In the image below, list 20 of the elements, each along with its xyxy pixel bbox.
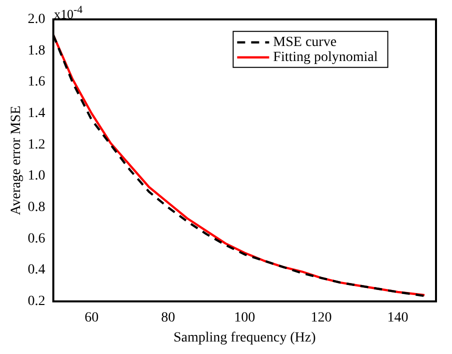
- x-tick-label: 120: [310, 310, 332, 326]
- y-tick-label: 0.6: [28, 231, 46, 246]
- y-tick-label: 1.6: [28, 74, 46, 90]
- annotation: x10$^{-4}$: [54, 4, 83, 22]
- y-tick-label: 0.8: [28, 200, 46, 216]
- y-axis-title: Average error MSE: [9, 106, 24, 216]
- y-tick-label: 2.0: [28, 12, 46, 28]
- legend-label: Fitting polynomial: [273, 50, 378, 66]
- y-tick-label: 1.0: [28, 168, 46, 184]
- x-tick-label: 140: [387, 310, 408, 326]
- x-tick-label: 80: [161, 310, 176, 326]
- legend-label: MSE curve: [273, 35, 337, 50]
- y-tick-label: 1.4: [28, 106, 46, 122]
- x-tick-label: 100: [234, 310, 256, 326]
- y-tick-label: 0.2: [28, 294, 46, 310]
- y-tick-label: 1.2: [28, 137, 46, 152]
- y-tick-label: 0.4: [28, 262, 46, 278]
- y-tick-label: 1.8: [28, 43, 46, 58]
- x-tick-label: 60: [84, 310, 99, 326]
- x-axis-title: Sampling frequency (Hz): [174, 330, 316, 346]
